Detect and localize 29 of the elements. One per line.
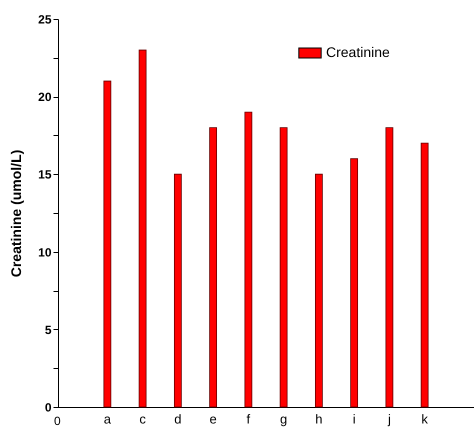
y-tick-label: 25 — [38, 12, 52, 26]
bar — [280, 127, 288, 408]
x-tick-label: c — [139, 412, 146, 426]
bar — [420, 142, 429, 408]
x-tick-label: e — [210, 412, 217, 426]
y-tick-label: 20 — [38, 90, 52, 104]
x-tick-label: k — [421, 412, 428, 426]
bar — [138, 50, 147, 408]
x-tick-label: h — [315, 412, 322, 426]
bar — [174, 174, 182, 408]
bar — [314, 174, 323, 408]
x-tick-label: i — [352, 412, 356, 426]
y-tick-label: 15 — [38, 168, 52, 182]
y-tick-label: 0 — [44, 400, 52, 414]
bar — [244, 112, 252, 408]
y-tick-label: 5 — [44, 322, 52, 337]
bar — [209, 127, 218, 408]
y-tick-label: 10 — [38, 245, 52, 260]
x-tick-label: f — [246, 412, 251, 426]
bar — [350, 158, 358, 408]
text: 0 — [54, 414, 61, 428]
x-tick-label: j — [386, 412, 391, 426]
x-tick-label: a — [104, 412, 112, 426]
legend-label: Creatinine — [326, 44, 390, 60]
bar — [103, 80, 112, 408]
y-axis-title: Creatinine (umol/L) — [8, 150, 24, 278]
x-tick-label: g — [280, 412, 288, 426]
bar — [385, 127, 394, 408]
x-tick-label: d — [174, 412, 182, 426]
